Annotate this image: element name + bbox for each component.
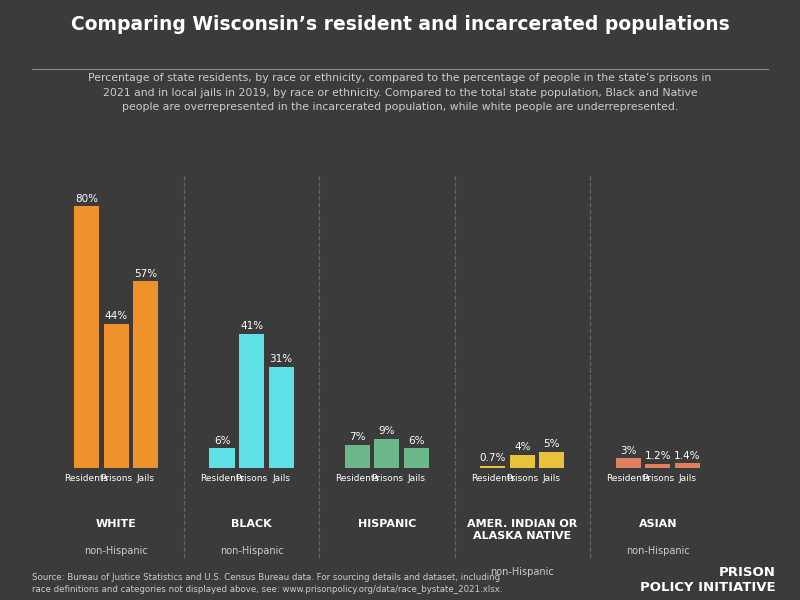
Bar xyxy=(104,324,129,468)
Text: 0.7%: 0.7% xyxy=(479,453,506,463)
Bar xyxy=(134,281,158,468)
Bar xyxy=(239,334,264,468)
Bar xyxy=(404,448,429,468)
Text: 41%: 41% xyxy=(240,321,263,331)
Text: ASIAN: ASIAN xyxy=(638,519,677,529)
Bar xyxy=(480,466,506,468)
Text: Comparing Wisconsin’s resident and incarcerated populations: Comparing Wisconsin’s resident and incar… xyxy=(70,15,730,34)
Bar xyxy=(210,448,234,468)
Bar xyxy=(510,455,535,468)
Text: 1.2%: 1.2% xyxy=(645,451,671,461)
Bar xyxy=(269,367,294,468)
Text: 44%: 44% xyxy=(105,311,128,322)
Bar xyxy=(74,206,99,468)
Text: 9%: 9% xyxy=(378,426,395,436)
Text: 3%: 3% xyxy=(620,446,636,455)
Text: Source: Bureau of Justice Statistics and U.S. Census Bureau data. For sourcing d: Source: Bureau of Justice Statistics and… xyxy=(32,573,502,594)
Text: non-Hispanic: non-Hispanic xyxy=(84,546,148,556)
Text: 31%: 31% xyxy=(270,354,293,364)
Text: 57%: 57% xyxy=(134,269,158,279)
Text: HISPANIC: HISPANIC xyxy=(358,519,416,529)
Bar xyxy=(616,458,641,468)
Text: BLACK: BLACK xyxy=(231,519,272,529)
Text: PRISON
POLICY INITIATIVE: PRISON POLICY INITIATIVE xyxy=(640,565,776,594)
Text: non-Hispanic: non-Hispanic xyxy=(220,546,283,556)
Text: WHITE: WHITE xyxy=(96,519,137,529)
Text: 6%: 6% xyxy=(408,436,425,446)
Bar xyxy=(345,445,370,468)
Text: 4%: 4% xyxy=(514,442,530,452)
Text: non-Hispanic: non-Hispanic xyxy=(626,546,690,556)
Bar xyxy=(674,463,700,468)
Bar xyxy=(539,452,565,468)
Bar xyxy=(645,464,670,468)
Text: 7%: 7% xyxy=(349,433,366,442)
Text: 80%: 80% xyxy=(75,194,98,203)
Text: AMER. INDIAN OR
ALASKA NATIVE: AMER. INDIAN OR ALASKA NATIVE xyxy=(467,519,578,541)
Text: 6%: 6% xyxy=(214,436,230,446)
Text: Percentage of state residents, by race or ethnicity, compared to the percentage : Percentage of state residents, by race o… xyxy=(88,73,712,112)
Text: 5%: 5% xyxy=(544,439,560,449)
Text: 1.4%: 1.4% xyxy=(674,451,701,461)
Text: non-Hispanic: non-Hispanic xyxy=(490,567,554,577)
Bar xyxy=(374,439,399,468)
